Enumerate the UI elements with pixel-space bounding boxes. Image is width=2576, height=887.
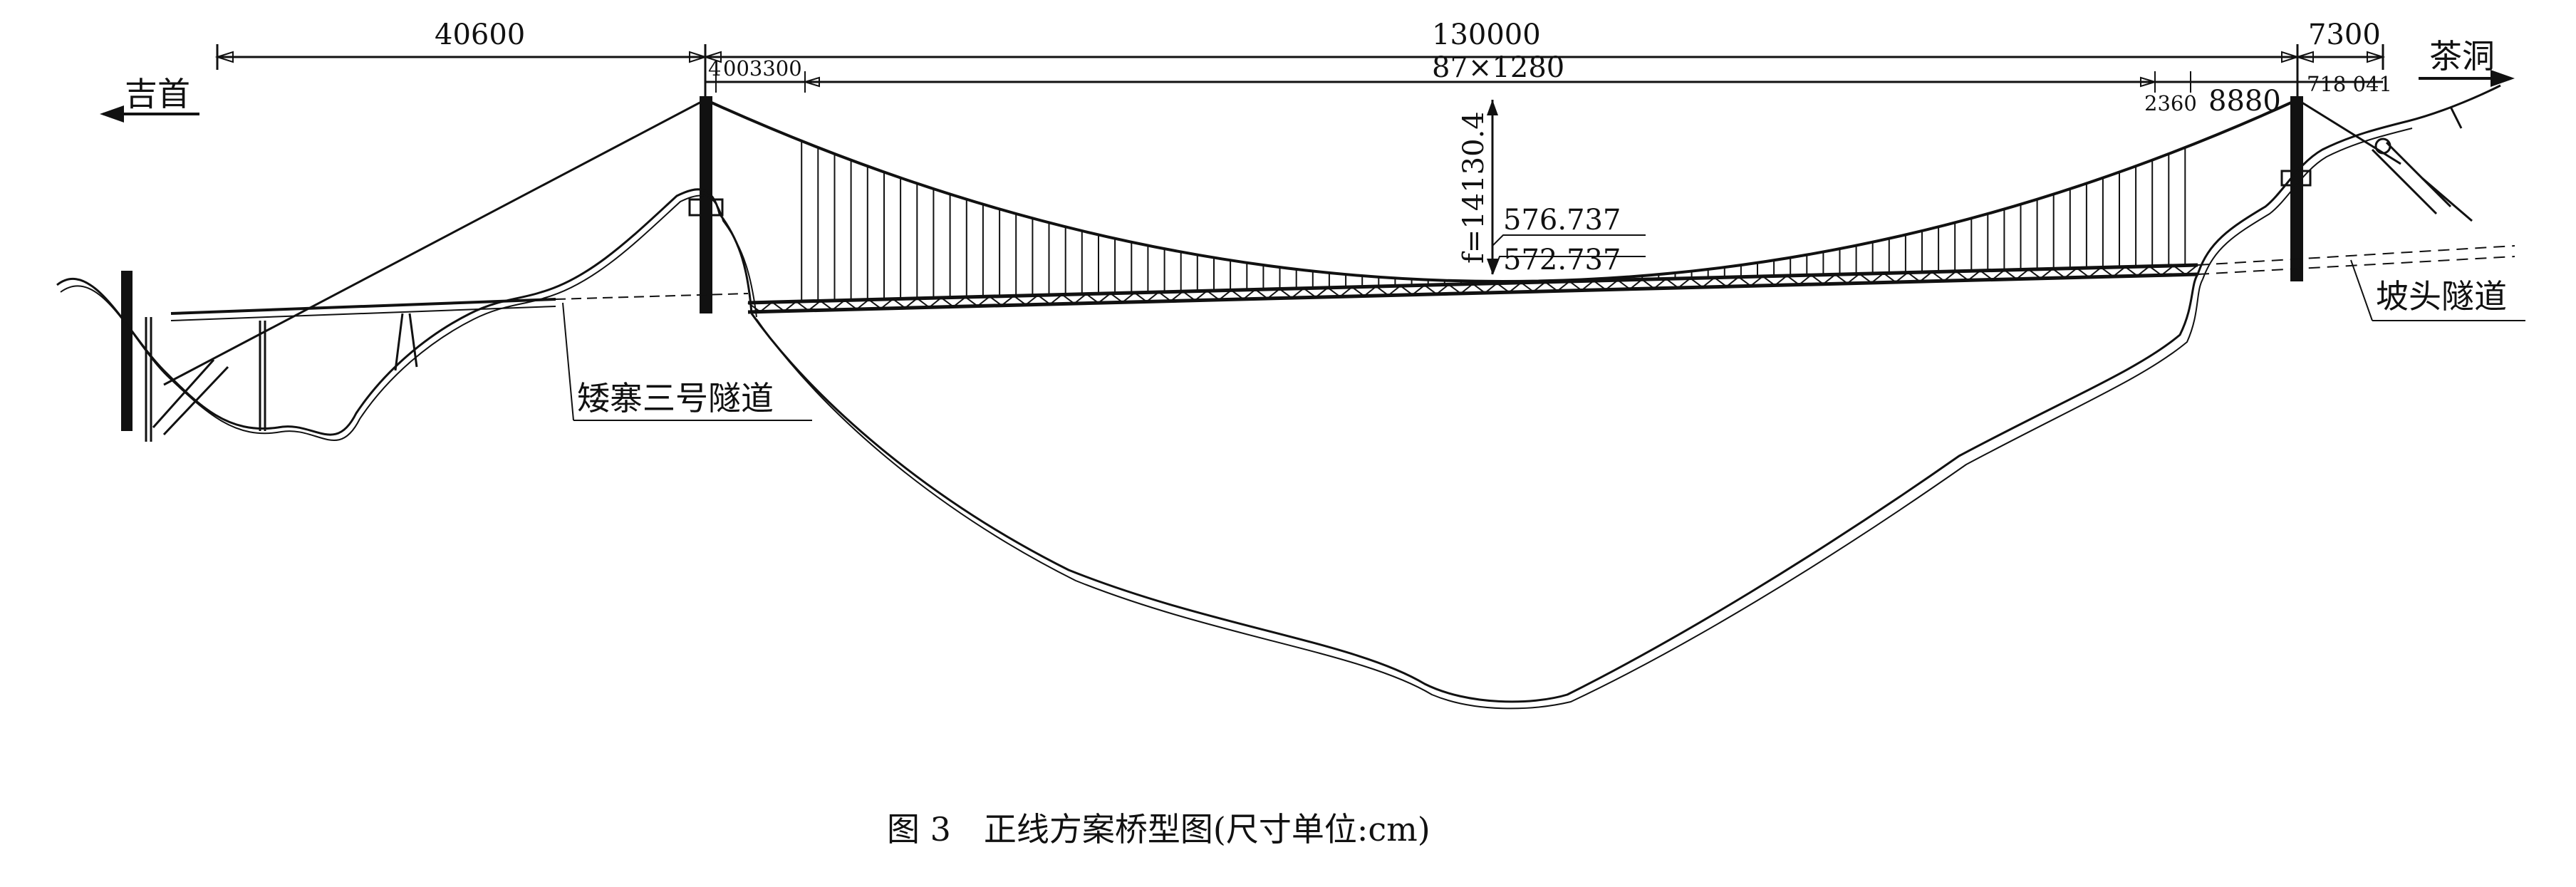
top-dimension-line [214, 44, 2386, 100]
left-tower [688, 96, 724, 313]
left-tunnel-label: 矮寨三号隧道 [577, 379, 774, 417]
right-sub-c-label: 718 041 [2307, 72, 2392, 96]
elevation-lower: 572.737 [1503, 244, 1621, 276]
right-anchorage [2371, 106, 2473, 222]
right-sub-a-label: 2360 [2144, 91, 2197, 115]
left-end-label: 吉首 [125, 75, 190, 113]
main-cable [705, 98, 2298, 283]
left-tunnel-leader [562, 302, 812, 421]
hangers [801, 140, 2186, 301]
right-tower [2280, 96, 2312, 281]
left-span-label: 40600 [435, 19, 525, 51]
left-direction-arrow [100, 105, 199, 123]
left-tower-sub-a-label: 4 [708, 56, 721, 81]
right-direction-arrow [2419, 70, 2515, 87]
sag-label: f=14130.4 [1458, 111, 1490, 264]
right-hill-terrain-secondary [2202, 128, 2413, 280]
tunnel-alignment [2197, 245, 2515, 275]
right-end-label: 茶洞 [2429, 37, 2495, 76]
right-backstay-cable [2297, 98, 2401, 165]
main-span-label: 130000 [1432, 19, 1541, 51]
valley-terrain-secondary [756, 279, 2203, 710]
right-hill-terrain [2196, 84, 2501, 275]
hanger-dimension-line [705, 71, 2383, 93]
valley-terrain [750, 274, 2199, 703]
elevation-upper: 576.737 [1503, 204, 1621, 237]
right-span-label: 7300 [2308, 19, 2381, 51]
right-tunnel-label: 坡头隧道 [2376, 277, 2507, 316]
left-hill-terrain-secondary [60, 194, 757, 441]
deck-truss [747, 263, 2198, 314]
approach-span [121, 271, 749, 442]
figure-caption: 图 3 正线方案桥型图(尺寸单位:cm) [887, 810, 1430, 849]
left-hill-terrain [56, 188, 753, 436]
elevation-markers [1492, 234, 1646, 275]
left-backstay-cable [163, 98, 706, 386]
left-tower-sub-b-label: 003300 [723, 56, 802, 81]
hanger-spacing-label: 87×1280 [1432, 51, 1564, 84]
right-tunnel-leader [2350, 259, 2525, 321]
